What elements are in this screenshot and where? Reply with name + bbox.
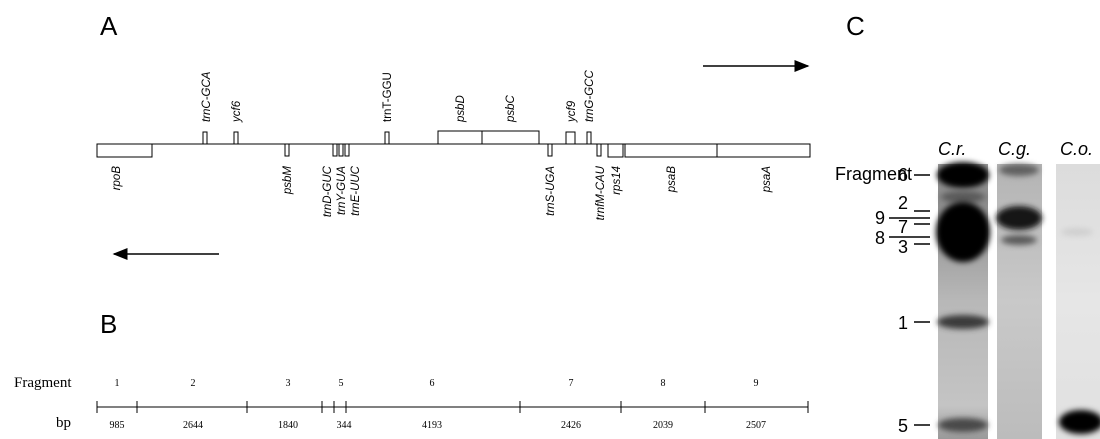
gel-lane-background [997, 164, 1042, 439]
gel-lane-co [1056, 164, 1100, 439]
gene-box-psbD [437, 130, 483, 145]
gene-label-psbM: psbM [282, 166, 294, 196]
lower-genes [96, 143, 811, 158]
gene-box-trnY-GUA [338, 143, 344, 157]
gene-box-psaB [624, 143, 718, 158]
marker-label: 6 [898, 165, 908, 185]
fragment-number: 6 [430, 378, 435, 389]
gel-markers: 6 2 9 7 8 3 1 5 [875, 165, 930, 436]
fragment-number: 3 [286, 378, 291, 389]
bp-value: 2426 [561, 420, 581, 431]
fragment-row-label: Fragment [14, 375, 72, 391]
marker-label: 8 [875, 228, 885, 248]
gene-box-psaA [716, 143, 811, 158]
bp-value: 1840 [278, 420, 298, 431]
gel-lane-background [1056, 164, 1100, 439]
upper-genes [202, 130, 592, 145]
marker-label: 2 [898, 193, 908, 213]
fragment-numbers: 1 2 3 5 6 7 8 9 [115, 378, 759, 389]
band-faint [1061, 228, 1093, 236]
gene-label-trnS-UGA: trnS-UGA [545, 166, 557, 216]
bp-value: 2039 [653, 420, 673, 431]
gene-box-trnfM-CAU [596, 143, 602, 157]
gene-box-ycf6 [233, 131, 239, 145]
fragment-number: 1 [115, 378, 120, 389]
panel-a-label: A [100, 11, 118, 41]
band-2-smear [941, 191, 985, 203]
band-3 [1001, 235, 1037, 245]
band-7 [996, 206, 1042, 230]
marker-label: 9 [875, 208, 885, 228]
gene-box-trnT-GGU [384, 131, 390, 145]
gene-label-trnC-GCA: trnC-GCA [201, 71, 213, 122]
bp-values: 985 2644 1840 344 4193 2426 2039 2507 [110, 420, 767, 431]
bp-value: 344 [337, 420, 352, 431]
band-1 [937, 315, 989, 329]
gene-label-trnD-GUC: trnD-GUC [322, 165, 334, 217]
gene-label-psbD: psbD [455, 95, 467, 123]
gene-box-rpoB [96, 143, 153, 158]
band-9-7-8-3 [936, 202, 990, 262]
lane-label-cg: C.g. [998, 139, 1031, 159]
gene-label-trnY-GUA: trnY-GUA [336, 166, 348, 215]
marker-label: 3 [898, 237, 908, 257]
gene-label-ycf6: ycf6 [231, 100, 243, 123]
gene-label-psaA: psaA [761, 166, 773, 194]
lane-label-cr: C.r. [938, 139, 966, 159]
gene-box-psbM [284, 143, 290, 157]
gene-box-ycf9 [565, 131, 576, 145]
panel-b-label: B [100, 309, 117, 339]
band-5 [938, 418, 988, 432]
band-5 [1059, 410, 1100, 434]
gene-box-trnE-UUC [344, 143, 350, 157]
gene-label-trnG-GCC: trnG-GCC [584, 70, 596, 122]
gene-label-rps14: rps14 [611, 166, 623, 195]
gene-label-psaB: psaB [666, 166, 678, 194]
marker-label: 7 [898, 217, 908, 237]
gene-box-rps14 [607, 143, 624, 158]
bp-value: 4193 [422, 420, 442, 431]
band-6 [937, 162, 989, 188]
panel-c-label: C [846, 11, 865, 41]
fragment-number: 7 [569, 378, 574, 389]
lane-label-co: C.o. [1060, 139, 1093, 159]
upper-gene-labels: trnC-GCA ycf6 trnT-GGU psbD psbC ycf9 tr… [201, 70, 596, 123]
gene-label-trnT-GGU: trnT-GGU [382, 72, 394, 122]
marker-label: 1 [898, 313, 908, 333]
fragment-number: 8 [661, 378, 666, 389]
fragment-number: 9 [754, 378, 759, 389]
gene-label-rpoB: rpoB [111, 166, 123, 191]
fragment-number: 5 [339, 378, 344, 389]
gene-label-ycf9: ycf9 [566, 100, 578, 123]
fragment-ticks [96, 401, 809, 413]
gel-fragment-label: Fragment [835, 164, 912, 184]
gene-label-trnfM-CAU: trnfM-CAU [595, 165, 607, 220]
fragment-number: 2 [191, 378, 196, 389]
bp-value: 2644 [183, 420, 203, 431]
band-6 [999, 164, 1039, 176]
gene-label-psbC: psbC [505, 94, 517, 123]
gene-box-trnS-UGA [547, 143, 553, 157]
bp-value: 2507 [746, 420, 766, 431]
marker-label: 5 [898, 416, 908, 436]
gene-box-trnD-GUC [332, 143, 338, 157]
gene-box-psbC [481, 130, 540, 145]
gene-box-trnC-GCA [202, 131, 208, 145]
lower-gene-labels: rpoB psbM trnD-GUC trnY-GUA trnE-UUC trn… [111, 165, 773, 220]
gel-lane-cg [996, 164, 1042, 439]
bp-row-label: bp [56, 415, 71, 431]
gene-label-trnE-UUC: trnE-UUC [350, 165, 362, 216]
gel-lane-cr [936, 162, 990, 439]
gene-box-trnG-GCC [586, 131, 592, 145]
bp-value: 985 [110, 420, 125, 431]
